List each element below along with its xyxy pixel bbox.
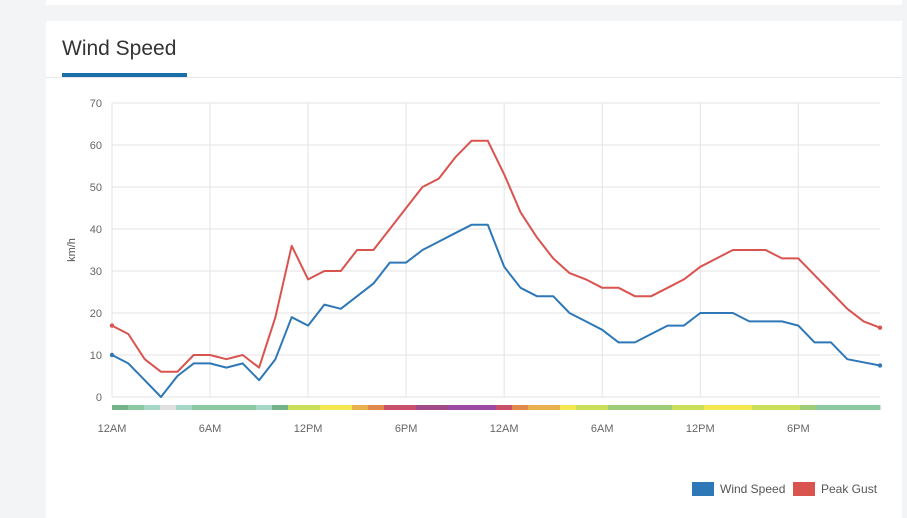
intensity-band-segment xyxy=(640,405,657,410)
x-tick-label: 12AM xyxy=(490,423,519,435)
x-tick-label: 6AM xyxy=(199,423,222,435)
intensity-band-segment xyxy=(864,405,881,410)
wind-speed-line xyxy=(111,223,881,398)
y-axis-title: km/h xyxy=(66,238,78,262)
y-tick-label: 40 xyxy=(90,224,102,236)
intensity-band-segment xyxy=(304,405,321,410)
intensity-band-segment xyxy=(624,405,641,410)
legend-label: Peak Gust xyxy=(821,482,878,496)
x-tick-label: 6PM xyxy=(787,423,810,435)
intensity-band-segment xyxy=(176,405,193,410)
legend-item-peak-gust[interactable]: Peak Gust xyxy=(793,482,877,496)
legend-item-wind-speed[interactable]: Wind Speed xyxy=(692,482,785,496)
intensity-band-segment xyxy=(160,405,177,410)
intensity-band-segment xyxy=(112,405,129,410)
intensity-band-segment xyxy=(816,405,833,410)
card-header: Wind Speed xyxy=(46,21,902,78)
intensity-band-segment xyxy=(128,405,145,410)
x-tick-label: 12AM xyxy=(98,423,127,435)
intensity-band-segment xyxy=(352,405,369,410)
intensity-band-segment xyxy=(240,405,257,410)
intensity-band-segment xyxy=(432,405,449,410)
y-tick-label: 70 xyxy=(90,98,102,110)
y-tick-label: 50 xyxy=(90,182,102,194)
wind-speed-card: Wind Speed 0 10 20 30 40 50 60 70 12AM 6AM 12PM 6PM… xyxy=(46,21,902,518)
intensity-band-segment xyxy=(192,405,209,410)
card-title: Wind Speed xyxy=(62,37,177,60)
title-underline xyxy=(62,73,187,77)
intensity-band-segment xyxy=(512,405,529,410)
intensity-band-segment xyxy=(336,405,353,410)
peak-gust-line xyxy=(111,139,881,373)
intensity-band-segment xyxy=(672,405,689,410)
intensity-band-segment xyxy=(704,405,721,410)
wind-speed-chart: 0 10 20 30 40 50 60 70 12AM 6AM 12PM 6PM 12AM 6AM 12PM… xyxy=(66,98,883,435)
intensity-band-segment xyxy=(400,405,417,410)
legend-swatch-wind-speed xyxy=(692,482,714,496)
peak-gust-endpoint xyxy=(877,325,883,330)
intensity-band-segment xyxy=(784,405,801,410)
intensity-band-segment xyxy=(256,405,273,410)
peak-gust-endpoint xyxy=(109,323,115,328)
intensity-band-segment xyxy=(528,405,545,410)
intensity-band-segment xyxy=(448,405,465,410)
y-tick-label: 30 xyxy=(90,266,102,278)
wind-speed-endpoint xyxy=(109,352,115,358)
intensity-band-segment xyxy=(480,405,497,410)
x-tick-label: 6AM xyxy=(591,423,614,435)
intensity-band-segment xyxy=(288,405,305,410)
y-tick-label: 60 xyxy=(90,140,102,152)
intensity-band-segment xyxy=(832,405,849,410)
y-tick-label: 10 xyxy=(90,350,102,362)
intensity-band-segment xyxy=(560,405,577,410)
wind-speed-endpoint xyxy=(877,363,883,368)
x-tick-label: 12PM xyxy=(686,423,715,435)
intensity-band-segment xyxy=(736,405,753,410)
intensity-band-segment xyxy=(496,405,513,410)
intensity-band-segment xyxy=(576,405,593,410)
intensity-band-segment xyxy=(656,405,673,410)
intensity-band-segment xyxy=(272,405,289,410)
intensity-band-segment xyxy=(368,405,385,410)
previous-card xyxy=(46,0,902,5)
intensity-band-segment xyxy=(848,405,865,410)
legend-label: Wind Speed xyxy=(720,482,786,496)
intensity-band-segment xyxy=(144,405,161,410)
intensity-band-segment xyxy=(720,405,737,410)
x-tick-label: 12PM xyxy=(294,423,323,435)
intensity-band-segment xyxy=(384,405,401,410)
intensity-band-segment xyxy=(768,405,785,410)
x-tick-label: 6PM xyxy=(395,423,418,435)
intensity-band-segment xyxy=(544,405,561,410)
intensity-band-segment xyxy=(208,405,225,410)
intensity-band-segment xyxy=(800,405,817,410)
intensity-band-segment xyxy=(752,405,769,410)
y-tick-label: 0 xyxy=(96,392,102,404)
legend-swatch-peak-gust xyxy=(793,482,815,496)
y-tick-label: 20 xyxy=(90,308,102,320)
intensity-band-segment xyxy=(320,405,337,410)
intensity-band-segment xyxy=(608,405,625,410)
intensity-band-segment xyxy=(464,405,481,410)
intensity-band-segment xyxy=(224,405,241,410)
intensity-band-segment xyxy=(416,405,433,410)
intensity-band-segment xyxy=(592,405,609,410)
intensity-band-segment xyxy=(688,405,705,410)
